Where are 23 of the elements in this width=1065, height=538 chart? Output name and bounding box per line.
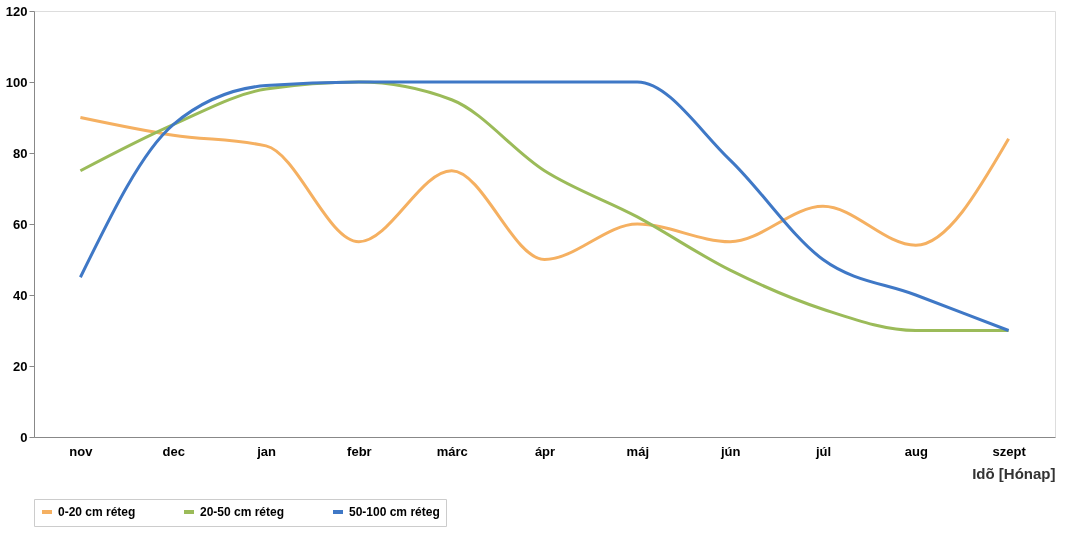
x-axis-title: Idõ [Hónap]: [972, 464, 1056, 482]
y-tick-label: 0: [20, 429, 28, 445]
y-tick-label: 40: [13, 287, 28, 303]
y-tick-label: 20: [13, 358, 28, 374]
x-tick-label: dec: [162, 443, 185, 459]
x-tick-label: jan: [256, 443, 276, 459]
legend-label: 20-50 cm réteg: [200, 505, 285, 519]
y-tick-label: 60: [13, 216, 28, 232]
y-tick-label: 100: [5, 74, 28, 90]
legend-label: 0-20 cm réteg: [58, 505, 136, 519]
y-tick-label: 80: [13, 145, 28, 161]
x-tick-label: aug: [904, 443, 928, 459]
x-tick-label: ápr: [534, 443, 556, 459]
x-tick-label: márc: [436, 443, 468, 459]
x-tick-label: febr: [347, 443, 372, 459]
x-tick-label: máj: [626, 443, 650, 459]
x-tick-label: nov: [69, 443, 94, 459]
legend-label: 50-100 cm réteg: [349, 505, 440, 519]
x-tick-label: júl: [814, 443, 832, 459]
x-tick-label: jún: [719, 443, 741, 459]
line-series: [78, 116, 1011, 261]
y-tick-label: 120: [5, 3, 28, 19]
x-tick-label: szept: [992, 443, 1027, 459]
